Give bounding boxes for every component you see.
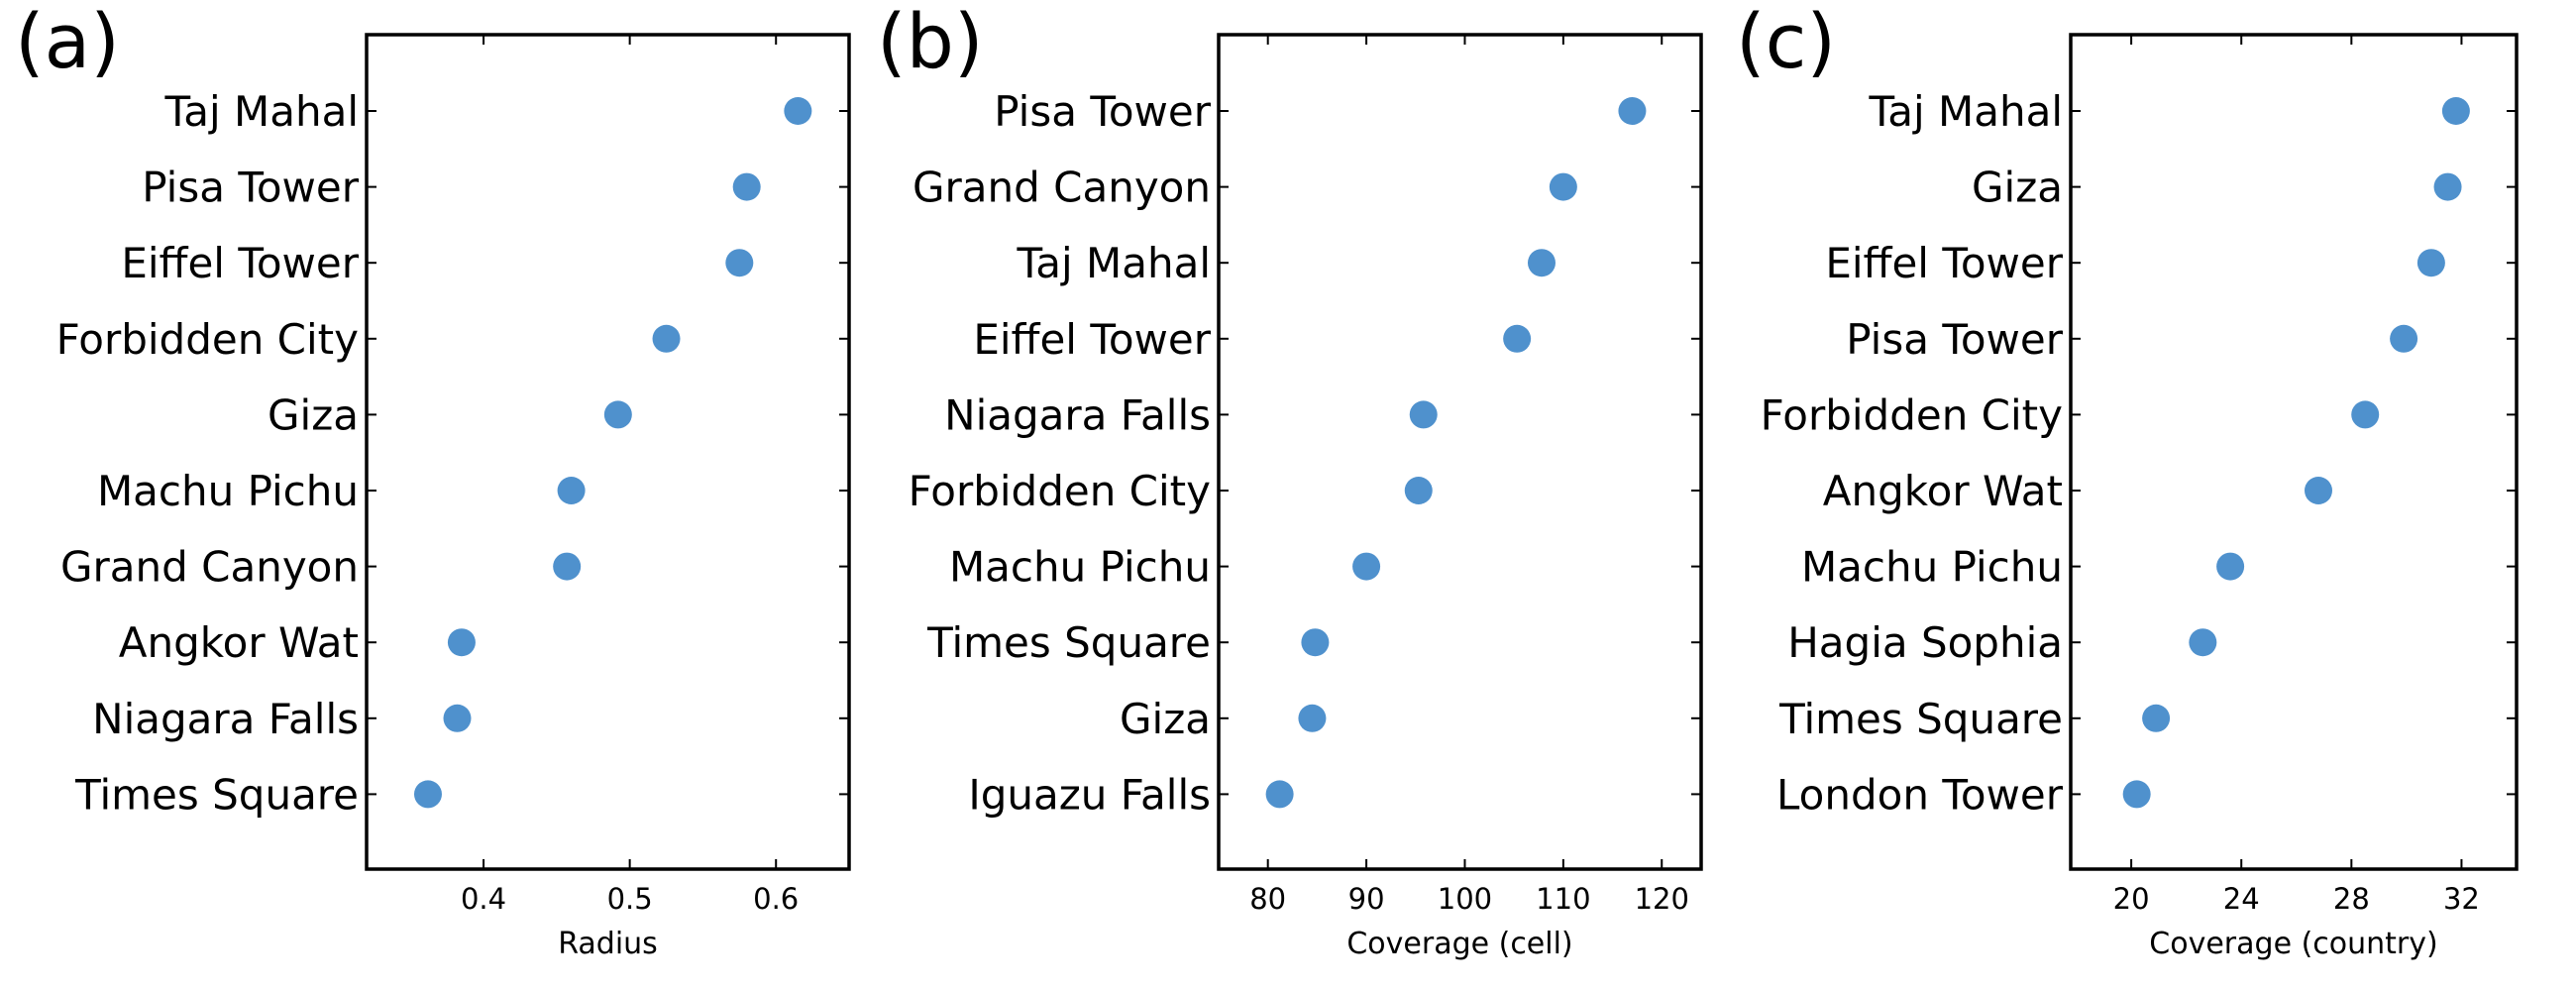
panel-label: (c) [1736, 0, 1836, 85]
x-tick-label: 20 [2113, 882, 2150, 916]
data-point [1618, 97, 1647, 125]
data-point [1298, 704, 1327, 732]
category-label: Forbidden City [909, 467, 1211, 515]
data-point [1404, 477, 1433, 504]
category-label: Eiffel Tower [1825, 239, 2063, 287]
x-tick-label: 110 [1536, 882, 1590, 916]
x-tick-label: 28 [2333, 882, 2370, 916]
category-label: Angkor Wat [119, 618, 359, 667]
category-label: Giza [268, 390, 359, 439]
x-tick-label: 100 [1438, 882, 1492, 916]
data-point [413, 780, 442, 809]
category-label: Times Square [1778, 695, 2063, 743]
data-point [2390, 324, 2418, 353]
category-label: Pisa Tower [994, 87, 1211, 136]
data-point [2142, 704, 2171, 732]
x-axis-title: Radius [558, 927, 658, 961]
category-label: London Tower [1776, 770, 2064, 819]
data-point [725, 249, 754, 277]
category-label: Giza [1972, 164, 2063, 212]
category-label: Pisa Tower [142, 164, 359, 212]
data-point [2441, 97, 2470, 125]
data-point [553, 552, 582, 581]
category-label: Times Square [74, 770, 359, 819]
category-label: Taj Mahal [1017, 239, 1211, 287]
data-point [1301, 628, 1330, 657]
category-label: Pisa Tower [1846, 315, 2063, 364]
data-point [447, 628, 476, 657]
category-label: Taj Mahal [164, 87, 359, 136]
category-label: Iguazu Falls [968, 770, 1211, 819]
data-point [2189, 628, 2217, 657]
category-label: Grand Canyon [60, 543, 359, 592]
category-label: Hagia Sophia [1787, 618, 2063, 667]
data-point [1527, 249, 1556, 277]
data-point [1503, 324, 1532, 353]
data-point [1549, 172, 1577, 201]
category-label: Niagara Falls [944, 390, 1211, 439]
category-label: Grand Canyon [912, 164, 1211, 212]
data-point [1265, 780, 1294, 809]
x-tick-label: 90 [1348, 882, 1385, 916]
data-point [2305, 477, 2332, 504]
category-label: Taj Mahal [1869, 87, 2063, 136]
category-label: Angkor Wat [1823, 467, 2063, 515]
category-label: Forbidden City [56, 315, 359, 364]
category-label: Machu Pichu [1801, 543, 2063, 592]
data-point [603, 400, 632, 429]
data-point [784, 97, 812, 125]
data-point [2216, 552, 2245, 581]
x-tick-label: 24 [2223, 882, 2260, 916]
category-label: Machu Pichu [949, 543, 1211, 592]
plot-frame [365, 33, 851, 871]
category-label: Eiffel Tower [973, 315, 1211, 364]
category-label: Eiffel Tower [121, 239, 359, 287]
x-tick-label: 0.6 [753, 882, 799, 916]
data-point [2416, 249, 2445, 277]
data-point [1409, 400, 1438, 429]
data-point [2351, 400, 2380, 429]
data-point [1352, 552, 1381, 581]
data-point [557, 477, 586, 504]
x-tick-label: 32 [2443, 882, 2480, 916]
x-tick-label: 0.4 [461, 882, 506, 916]
plot-frame [2069, 33, 2519, 871]
data-point [2122, 780, 2151, 809]
x-axis-title: Coverage (cell) [1346, 927, 1572, 961]
data-point [732, 172, 761, 201]
category-label: Times Square [926, 618, 1211, 667]
x-tick-label: 80 [1249, 882, 1286, 916]
panel-label: (a) [15, 0, 120, 85]
x-axis-title: Coverage (country) [2149, 927, 2437, 961]
category-label: Machu Pichu [97, 467, 359, 515]
x-tick-label: 0.5 [607, 882, 653, 916]
data-point [443, 704, 472, 732]
plot-frame [1217, 33, 1703, 871]
data-point [2433, 172, 2462, 201]
category-label: Giza [1120, 695, 1211, 743]
data-point [652, 324, 681, 353]
x-tick-label: 120 [1635, 882, 1689, 916]
category-label: Forbidden City [1761, 390, 2063, 439]
category-label: Niagara Falls [92, 695, 359, 743]
panel-label: (b) [877, 0, 984, 85]
